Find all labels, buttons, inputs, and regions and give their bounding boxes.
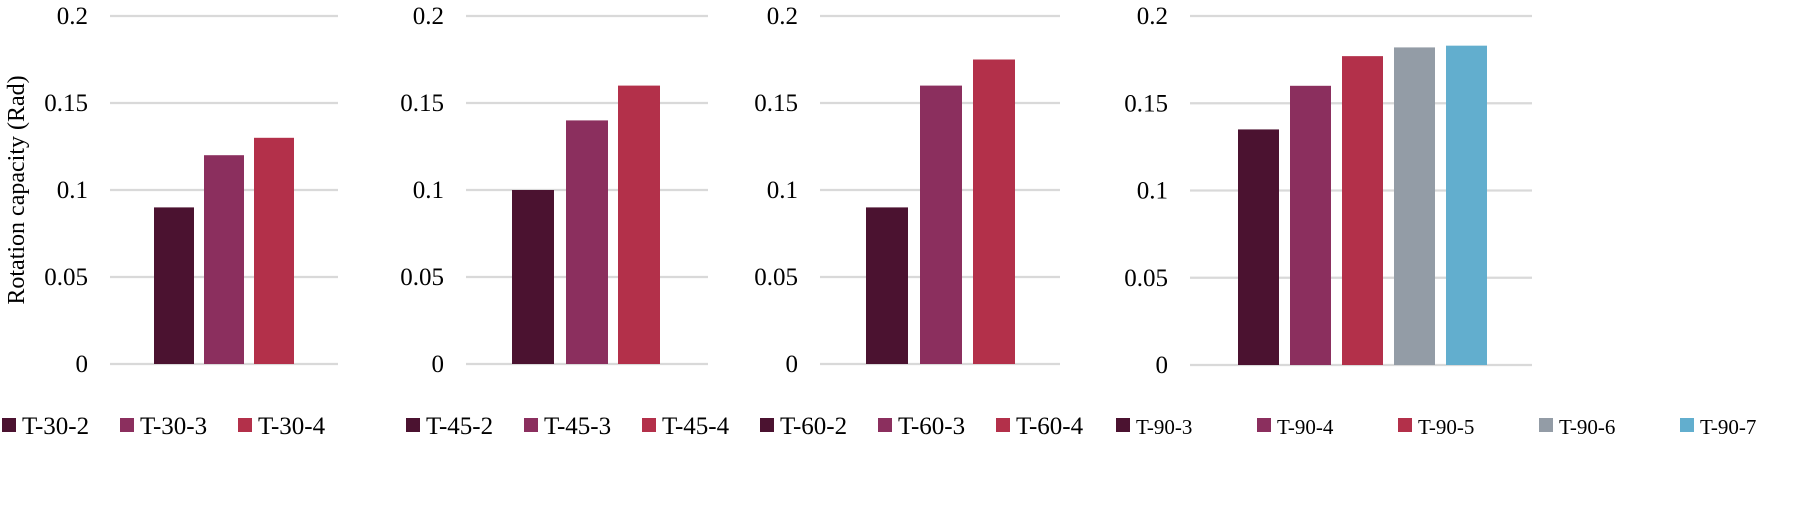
y-tick-label: 0 [1156, 352, 1169, 379]
legend-panel-2: T-45-2 T-45-3 T-45-4 [406, 413, 730, 440]
legend-label: T-45-3 [544, 413, 611, 440]
legend-label: T-90-4 [1277, 415, 1334, 439]
legend-swatch [1680, 418, 1694, 432]
legend-label: T-90-3 [1136, 415, 1192, 439]
legend-label: T-45-4 [662, 413, 730, 440]
legend-swatch [1539, 418, 1553, 432]
y-tick-label: 0.2 [57, 3, 88, 30]
y-tick-label: 0.1 [57, 177, 88, 204]
bar-t-90-7 [1446, 45, 1487, 365]
y-tick-label: 0.05 [1124, 265, 1168, 292]
y-tick-label: 0 [432, 351, 445, 378]
y-tick-label: 0.1 [767, 177, 798, 204]
chart-panel-2: 0 0.05 0.1 0.15 0.2 [400, 3, 708, 378]
y-tick-label: 0 [786, 351, 799, 378]
legend-label: T-60-3 [898, 413, 965, 440]
legend-label: T-30-4 [258, 413, 326, 440]
legend-swatch [1116, 418, 1130, 432]
legend-swatch [996, 418, 1010, 432]
legend-label: T-60-4 [1016, 413, 1084, 440]
bar-t-45-4 [618, 85, 660, 364]
legend-label: T-90-7 [1700, 415, 1756, 439]
bar-t-90-3 [1238, 129, 1279, 365]
bar-t-45-2 [512, 190, 554, 364]
y-tick-label: 0.2 [1137, 3, 1168, 30]
bar-t-60-2 [866, 207, 908, 364]
chart-panel-3: 0 0.05 0.1 0.15 0.2 [754, 3, 1060, 378]
bar-t-30-2 [154, 207, 194, 364]
legend-label: T-30-2 [22, 413, 89, 440]
bar-t-30-4 [254, 137, 294, 364]
legend-swatch [524, 418, 538, 432]
bar-t-90-6 [1394, 47, 1435, 365]
bar-t-45-3 [566, 120, 608, 365]
legend-label: T-90-6 [1559, 415, 1615, 439]
y-tick-label: 0.05 [400, 264, 444, 291]
legend-label: T-45-2 [426, 413, 493, 440]
legend-swatch [878, 418, 892, 432]
legend-panel-3: T-60-2 T-60-3 T-60-4 [760, 413, 1084, 440]
legend-swatch [406, 418, 420, 432]
bar-t-90-4 [1290, 85, 1331, 366]
legend-label: T-90-5 [1418, 415, 1474, 439]
y-tick-label: 0.1 [1137, 178, 1168, 205]
legend-label: T-30-3 [140, 413, 207, 440]
legend-swatch [2, 418, 16, 432]
legend-panel-1: T-30-2 T-30-3 T-30-4 [2, 413, 326, 440]
y-tick-label: 0.15 [1124, 90, 1168, 117]
y-tick-label: 0 [76, 351, 89, 378]
chart-panel-4: 0 0.05 0.1 0.15 0.2 [1124, 3, 1532, 379]
legend-panel-4: T-90-3 T-90-4 T-90-5 T-90-6 T-90-7 [1116, 415, 1756, 439]
y-tick-label: 0.15 [754, 90, 798, 117]
y-tick-label: 0.15 [400, 90, 444, 117]
legend-swatch [642, 418, 656, 432]
chart-panel-1: 0 0.05 0.1 0.15 0.2 [44, 3, 338, 378]
bar-t-90-5 [1342, 56, 1383, 365]
y-tick-label: 0.2 [413, 3, 444, 30]
legend-swatch [120, 418, 134, 432]
legend-swatch [760, 418, 774, 432]
y-tick-label: 0.1 [413, 177, 444, 204]
legend-label: T-60-2 [780, 413, 847, 440]
bar-t-60-3 [920, 85, 962, 364]
y-tick-label: 0.15 [44, 90, 88, 117]
y-tick-label: 0.05 [754, 264, 798, 291]
bar-t-30-3 [204, 155, 244, 364]
bar-t-60-4 [973, 59, 1015, 364]
legend-swatch [238, 418, 252, 432]
y-axis-title: Rotation capacity (Rad) [4, 75, 30, 304]
y-tick-label: 0.2 [767, 3, 798, 30]
legend-swatch [1257, 418, 1271, 432]
legend-swatch [1398, 418, 1412, 432]
y-tick-label: 0.05 [44, 264, 88, 291]
